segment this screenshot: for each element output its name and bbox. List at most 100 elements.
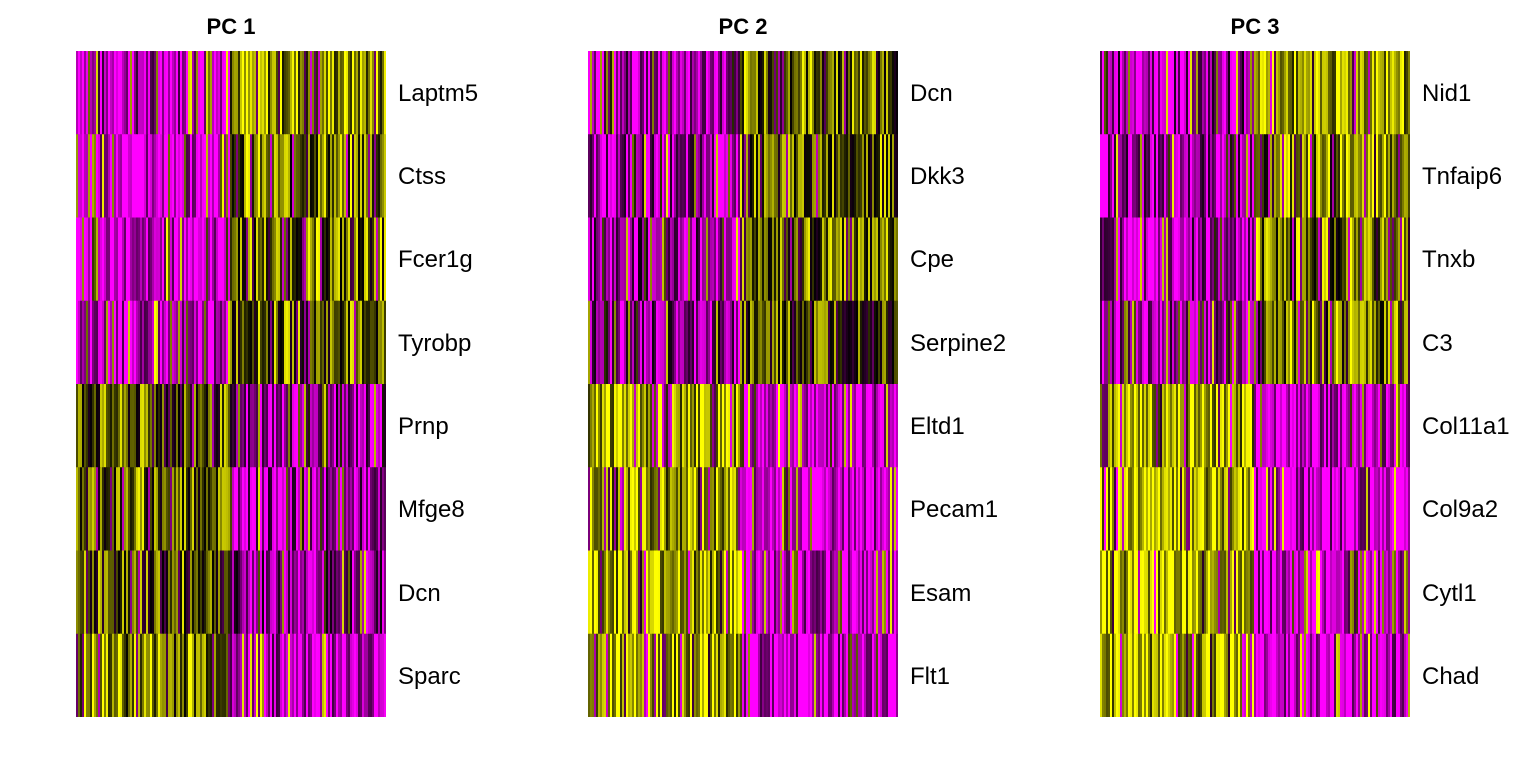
heatmap-cell: [120, 134, 123, 219]
heatmap-cell: [1110, 384, 1113, 468]
heatmap-cell: [180, 633, 183, 717]
heatmap-cell: [1184, 384, 1187, 468]
heatmap-cell: [888, 550, 891, 635]
heatmap-cell: [626, 217, 629, 302]
heatmap-row: [76, 217, 386, 302]
heatmap-cell: [656, 51, 659, 135]
heatmap-cell: [790, 300, 793, 385]
heatmap-cell: [1380, 384, 1383, 468]
heatmap-cell: [616, 384, 619, 468]
heatmap-cell: [182, 51, 185, 135]
heatmap-cell: [350, 467, 353, 552]
heatmap-cell: [1278, 550, 1281, 635]
heatmap-cell: [640, 384, 643, 468]
heatmap-cell: [1244, 467, 1247, 552]
heatmap-cell: [1374, 300, 1377, 385]
heatmap-cell: [294, 467, 297, 552]
heatmap-cell: [1122, 300, 1125, 385]
heatmap-cell: [80, 134, 83, 219]
heatmap-cell: [778, 633, 781, 717]
heatmap-cell: [300, 51, 303, 135]
heatmap-cell: [102, 550, 105, 635]
heatmap-cell: [838, 134, 841, 219]
heatmap-cell: [858, 217, 861, 302]
heatmap-cell: [696, 467, 699, 552]
heatmap-cell: [818, 217, 821, 302]
heatmap-cell: [654, 300, 657, 385]
heatmap-cell: [756, 633, 759, 717]
heatmap-cell: [1340, 134, 1343, 219]
heatmap-cell: [758, 633, 761, 717]
heatmap-cell: [808, 550, 811, 635]
heatmap-cell: [666, 550, 669, 635]
heatmap-cell: [628, 134, 631, 219]
heatmap-cell: [882, 51, 885, 135]
heatmap-cell: [168, 550, 171, 635]
heatmap-cell: [1376, 550, 1379, 635]
heatmap-cell: [1310, 633, 1313, 717]
heatmap-cell: [626, 384, 629, 468]
heatmap-cell: [1258, 550, 1261, 635]
heatmap-cell: [1292, 633, 1295, 717]
heatmap-cell: [1342, 300, 1345, 385]
heatmap-cell: [1162, 217, 1165, 302]
heatmap-cell: [246, 51, 249, 135]
heatmap-cell: [312, 550, 315, 635]
heatmap-cell: [1160, 384, 1163, 468]
heatmap-cell: [1364, 134, 1367, 219]
heatmap-cell: [662, 217, 665, 302]
heatmap-cell: [1318, 217, 1321, 302]
heatmap-cell: [636, 300, 639, 385]
heatmap-cell: [806, 134, 809, 219]
heatmap-cell: [1346, 633, 1349, 717]
heatmap-cell: [194, 217, 197, 302]
heatmap-cell: [122, 384, 125, 468]
heatmap-cell: [140, 51, 143, 135]
heatmap-cell: [176, 633, 179, 717]
heatmap-cell: [800, 51, 803, 135]
heatmap-cell: [1206, 300, 1209, 385]
heatmap-cell: [144, 550, 147, 635]
heatmap-cell: [1220, 217, 1223, 302]
heatmap-cell: [1172, 467, 1175, 552]
heatmap-cell: [92, 633, 95, 717]
heatmap-cell: [700, 384, 703, 468]
heatmap-cell: [1296, 633, 1299, 717]
heatmap-cell: [772, 51, 775, 135]
heatmap-cell: [1132, 217, 1135, 302]
heatmap-cell: [174, 134, 177, 219]
heatmap-cell: [152, 51, 155, 135]
heatmap-cell: [668, 550, 671, 635]
heatmap-cell: [1320, 300, 1323, 385]
heatmap-cell: [1212, 51, 1215, 135]
heatmap-cell: [852, 633, 855, 717]
heatmap-cell: [590, 217, 593, 302]
heatmap-cell: [278, 384, 281, 468]
heatmap-cell: [728, 134, 731, 219]
heatmap-cell: [1402, 300, 1405, 385]
heatmap-cell: [1394, 633, 1397, 717]
heatmap-cell: [1112, 300, 1115, 385]
heatmap-cell: [726, 550, 729, 635]
heatmap-cell: [1256, 51, 1259, 135]
heatmap-cell: [212, 217, 215, 302]
heatmap-cell: [112, 384, 115, 468]
heatmap-cell: [240, 217, 243, 302]
heatmap-cell: [1126, 550, 1129, 635]
heatmap-cell: [216, 467, 219, 552]
heatmap-cell: [684, 51, 687, 135]
heatmap-cell: [1184, 633, 1187, 717]
heatmap-cell: [1168, 633, 1171, 717]
heatmap-cell: [1154, 550, 1157, 635]
heatmap-cell: [786, 300, 789, 385]
heatmap-cell: [284, 134, 287, 219]
heatmap-cell: [104, 217, 107, 302]
heatmap-cell: [1148, 300, 1151, 385]
heatmap-cell: [178, 217, 181, 302]
heatmap-cell: [1210, 217, 1213, 302]
heatmap-cell: [682, 384, 685, 468]
heatmap-cell: [802, 550, 805, 635]
heatmap-cell: [748, 217, 751, 302]
heatmap-cell: [688, 217, 691, 302]
heatmap-cell: [864, 633, 867, 717]
